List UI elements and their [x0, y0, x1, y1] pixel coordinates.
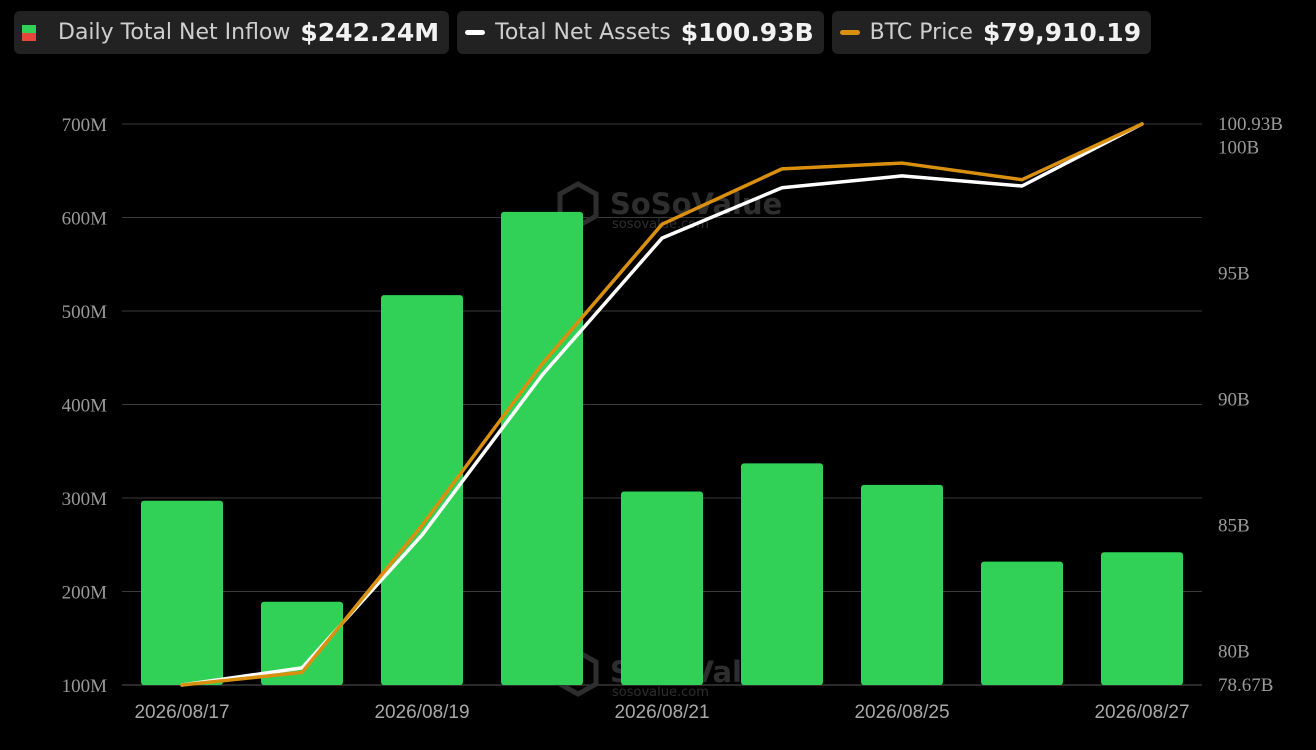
- legend-inflow-label: Daily Total Net Inflow: [58, 20, 291, 45]
- y-right-tick-label: 80B: [1218, 641, 1250, 662]
- y-left-tick-label: 200M: [62, 583, 108, 604]
- legend-btc-label: BTC Price: [869, 20, 973, 45]
- y-left-tick-label: 500M: [62, 302, 108, 323]
- y-left-tick-label: 300M: [62, 489, 108, 510]
- inflow-bar: [1101, 552, 1183, 685]
- watermark-brand: SoSoValue: [610, 187, 782, 221]
- inflow-bar: [981, 561, 1063, 685]
- btc-price-line: [180, 122, 1144, 687]
- legend-assets[interactable]: Total Net Assets $100.93B: [457, 11, 824, 54]
- inflow-bar: [381, 295, 463, 685]
- legend-btc[interactable]: BTC Price $79,910.19: [831, 11, 1152, 54]
- y-right-tick-label: 100B: [1218, 137, 1259, 158]
- x-tick-label: 2026/08/19: [374, 702, 469, 723]
- inflow-bar: [261, 601, 343, 685]
- x-tick-label: 2026/08/27: [1094, 702, 1189, 723]
- orange-line-icon: [839, 30, 860, 35]
- inflow-bar: [621, 491, 703, 685]
- y-left-tick-label: 700M: [62, 115, 108, 136]
- inflow-bar: [141, 500, 223, 685]
- bar-series: [141, 211, 1183, 685]
- white-line-icon: [465, 30, 486, 35]
- y-left-tick-label: 400M: [62, 396, 108, 417]
- legend-btc-value: $79,910.19: [982, 18, 1142, 47]
- x-tick-label: 2026/08/21: [614, 702, 709, 723]
- watermark-site: sosovalue.com: [612, 685, 709, 700]
- y-right-tick-label: 90B: [1218, 389, 1250, 410]
- legend: Daily Total Net Inflow $242.24M Total Ne…: [14, 11, 1152, 54]
- x-axis: 2026/08/17 2026/08/19 2026/08/21 2026/08/25…: [134, 702, 1189, 723]
- y-right-tick-label: 78.67B: [1218, 675, 1273, 696]
- x-tick-label: 2026/08/17: [134, 702, 229, 723]
- inflow-bar: [741, 463, 823, 685]
- left-axis: 100M 200M 300M 400M 500M 600M 700M: [62, 115, 108, 697]
- y-left-tick-label: 600M: [62, 209, 108, 230]
- y-right-tick-label: 85B: [1218, 515, 1250, 536]
- legend-assets-value: $100.93B: [680, 18, 814, 47]
- inflow-bar: [861, 484, 943, 685]
- y-right-tick-label: 100.93B: [1218, 114, 1283, 135]
- legend-assets-label: Total Net Assets: [495, 20, 671, 45]
- y-right-tick-label: 95B: [1218, 263, 1250, 284]
- x-tick-label: 2026/08/25: [854, 702, 949, 723]
- line-series: [180, 122, 1144, 687]
- up-down-square-icon: [22, 24, 36, 41]
- y-left-tick-label: 100M: [62, 676, 108, 697]
- legend-inflow-value: $242.24M: [300, 18, 440, 47]
- inflow-bar: [501, 211, 583, 685]
- legend-inflow[interactable]: Daily Total Net Inflow $242.24M: [14, 11, 450, 54]
